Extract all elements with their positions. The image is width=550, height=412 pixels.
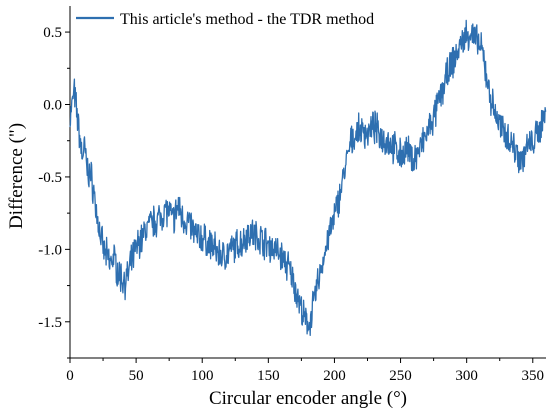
y-tick-label: -0.5 (38, 170, 62, 186)
series-layer (69, 19, 547, 337)
x-tick-label: 250 (389, 368, 412, 384)
legend-label: This article's method - the TDR method (120, 11, 374, 28)
axes (69, 6, 546, 359)
x-tick-label: 300 (455, 368, 478, 384)
y-tick-label: -1.5 (38, 315, 62, 331)
x-tick-label: 50 (129, 368, 144, 384)
y-tick-label: 0.0 (43, 98, 62, 114)
y-tick-label: 0.5 (43, 25, 62, 41)
x-tick-label: 350 (522, 368, 545, 384)
legend: This article's method - the TDR method (76, 11, 374, 28)
x-tick-label: 150 (257, 368, 280, 384)
ticks: 0 50 100 150 200 250 300 350 -1.5 -1.0 -0.5 0.0 0.5 (38, 25, 544, 384)
x-tick-label: 0 (66, 368, 74, 384)
y-axis-title: Difference (") (6, 123, 27, 229)
x-tick-label: 100 (191, 368, 214, 384)
x-tick-label: 200 (323, 368, 346, 384)
x-axis-title: Circular encoder angle (°) (209, 388, 407, 409)
y-tick-label: -1.0 (38, 242, 62, 258)
series-line (69, 19, 547, 337)
